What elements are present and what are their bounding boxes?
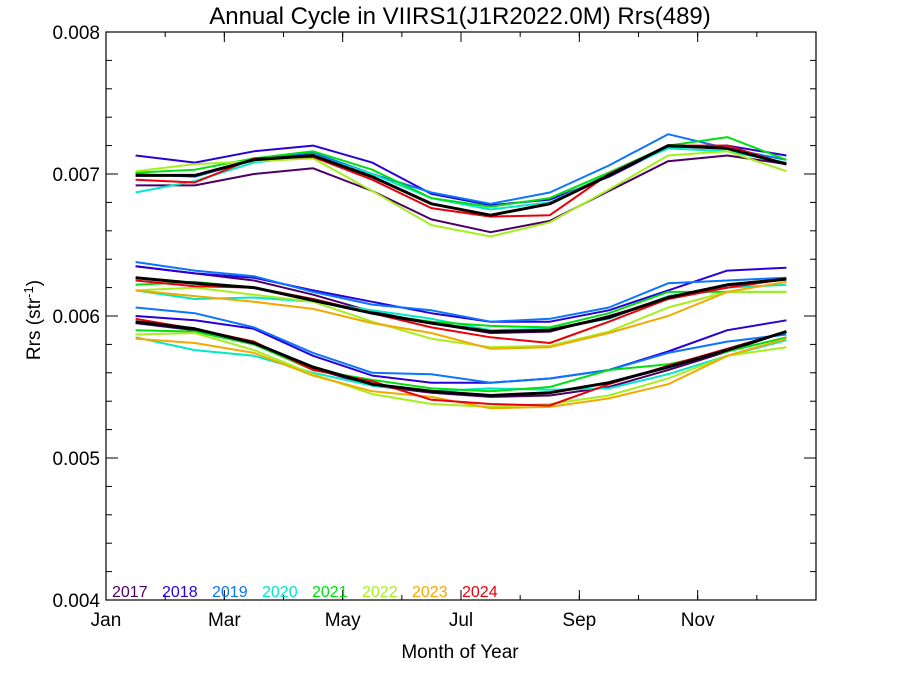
x-tick-label: Jul [449,610,473,631]
legend-item-2023: 2023 [412,584,448,601]
series-line-2018 [135,315,787,384]
series-line-2023 [135,280,787,350]
x-tick-label: Sep [562,610,596,631]
y-axis-label-superscript: -1 [21,286,36,298]
plot-area [135,133,787,410]
series-line-2020 [135,147,787,211]
chart-title: Annual Cycle in VIIRS1(J1R2022.0M) Rrs(4… [209,3,711,30]
series-line-2022 [135,332,787,408]
legend-item-2021: 2021 [312,584,348,601]
x-tick-label: Nov [681,610,715,631]
series-line-2017 [135,154,787,234]
series-line-2021 [135,280,787,329]
x-axis: Jan Mar May Jul Sep Nov [91,32,817,631]
series-line-2024 [135,278,787,344]
y-axis-label: Rrs (str-1) [21,280,45,360]
y-tick-label: 0.004 [52,591,100,612]
y-tick-label: 0.006 [52,307,100,328]
series-line-2019 [135,306,787,384]
series-line-mean [135,144,787,217]
legend: 2017 2018 2019 2020 2021 2022 2023 2024 [112,584,498,601]
legend-item-2019: 2019 [212,584,248,601]
legend-item-2017: 2017 [112,584,148,601]
y-tick-label: 0.008 [52,23,100,44]
series-line-2018 [135,265,787,323]
legend-item-2022: 2022 [362,584,398,601]
legend-item-2024: 2024 [462,584,498,601]
y-axis: 0.004 0.005 0.006 0.007 0.008 [52,23,816,612]
legend-item-2018: 2018 [162,584,198,601]
series-line-2019 [135,261,787,323]
series-line-2022 [135,286,787,349]
x-tick-label: Jan [91,610,122,631]
y-tick-label: 0.005 [52,449,100,470]
x-tick-label: Mar [208,610,241,631]
legend-item-2020: 2020 [262,584,298,601]
series-line-mean [135,320,787,397]
series-line-mean [135,276,787,334]
y-tick-label: 0.007 [52,165,100,186]
x-tick-label: May [325,610,361,631]
x-axis-label: Month of Year [401,642,519,663]
series-line-2021 [135,136,787,208]
